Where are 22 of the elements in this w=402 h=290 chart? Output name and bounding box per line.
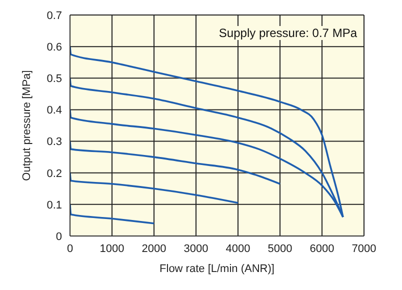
- y-axis-title: Output pressure [MPa]: [20, 70, 33, 181]
- x-tick-label: 3000: [184, 242, 208, 255]
- x-axis-title: Flow rate [L/min (ANR)]: [160, 263, 274, 275]
- x-tick-label: 1000: [100, 242, 124, 255]
- annotation: Supply pressure: 0.7 MPa: [216, 26, 360, 40]
- y-tick-label: 0.3: [46, 136, 62, 148]
- y-tick-label: 0.7: [46, 10, 62, 22]
- y-tick-label: 0.6: [46, 41, 62, 54]
- y-tick-label: 0: [56, 230, 62, 243]
- x-tick-label: 7000: [352, 242, 376, 255]
- x-tick-label: 2000: [142, 242, 166, 255]
- y-tick-label: 0.1: [46, 199, 62, 212]
- line-series: [70, 204, 155, 224]
- x-tick-label: 5000: [268, 242, 292, 255]
- y-tick-label: 0.2: [46, 168, 62, 180]
- y-tick-label: 0.4: [46, 104, 62, 117]
- x-tick-label: 6000: [310, 242, 334, 255]
- x-tick-label: 4000: [226, 242, 250, 255]
- x-tick-label: 0: [66, 242, 74, 255]
- line-series: [70, 140, 281, 185]
- line-series: [70, 172, 239, 204]
- y-tick-label: 0.5: [46, 73, 62, 86]
